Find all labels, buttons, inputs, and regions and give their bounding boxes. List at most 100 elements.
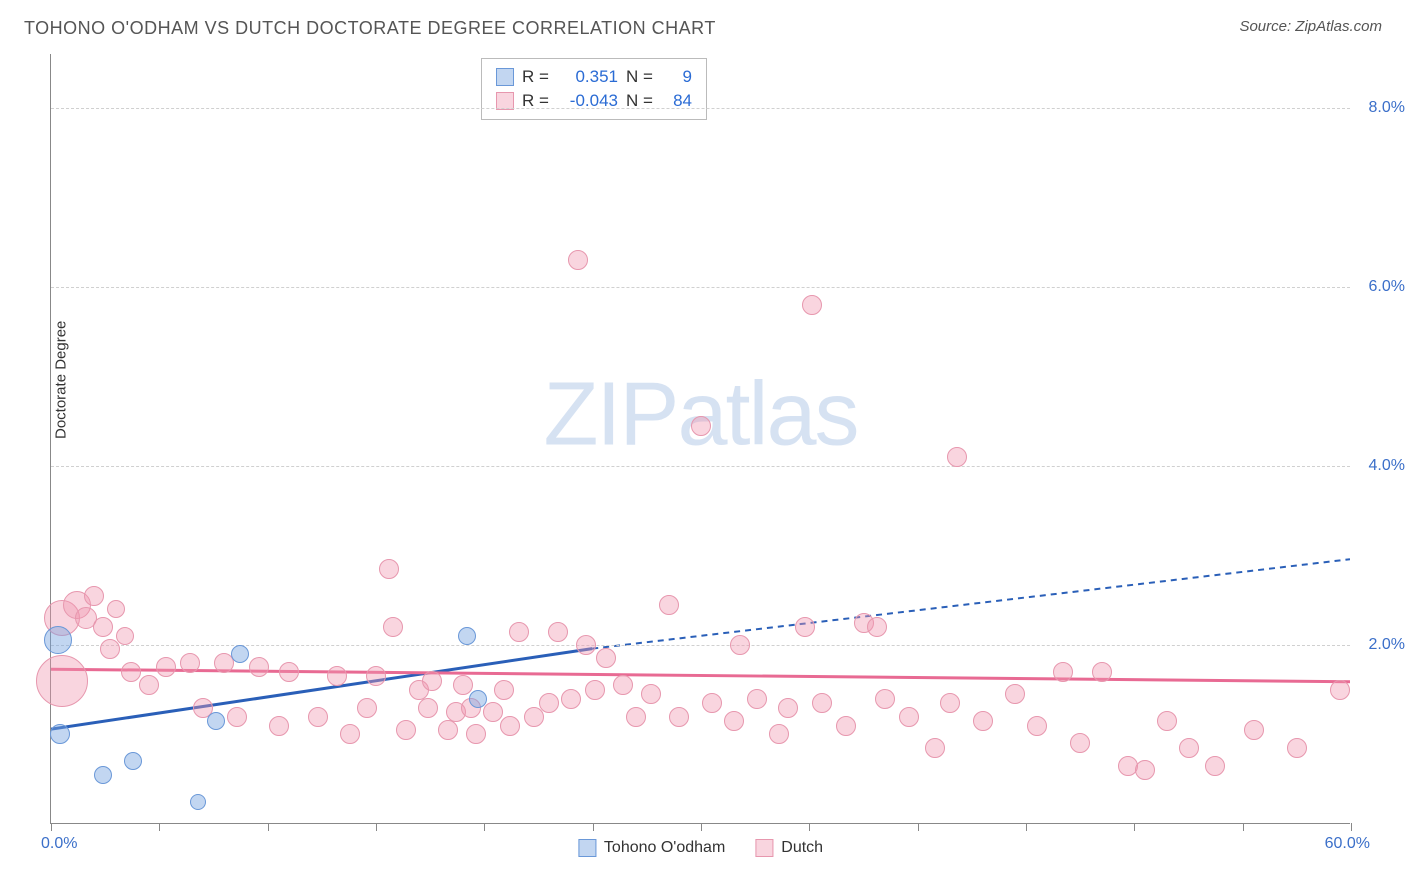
data-point [802, 295, 822, 315]
data-point [156, 657, 176, 677]
x-tick [809, 823, 810, 831]
y-tick-label: 4.0% [1369, 457, 1405, 475]
data-point [100, 639, 120, 659]
legend-swatch [755, 839, 773, 857]
legend-row: R =-0.043N =84 [496, 89, 692, 113]
data-point [180, 653, 200, 673]
data-point [812, 693, 832, 713]
legend-n-value: 9 [662, 67, 692, 87]
x-tick [701, 823, 702, 831]
watermark-atlas: atlas [677, 365, 857, 465]
data-point [458, 627, 476, 645]
x-tick [1243, 823, 1244, 831]
data-point [1135, 760, 1155, 780]
data-point [94, 766, 112, 784]
data-point [899, 707, 919, 727]
x-tick [1351, 823, 1352, 831]
gridline [51, 466, 1350, 467]
data-point [1179, 738, 1199, 758]
data-point [227, 707, 247, 727]
source-attribution: Source: ZipAtlas.com [1239, 18, 1382, 35]
data-point [44, 626, 72, 654]
data-point [1157, 711, 1177, 731]
data-point [659, 595, 679, 615]
data-point [973, 711, 993, 731]
data-point [641, 684, 661, 704]
legend-label: Tohono O'odham [604, 839, 725, 857]
data-point [190, 794, 206, 810]
x-axis-min-label: 0.0% [41, 835, 77, 853]
data-point [1205, 756, 1225, 776]
data-point [1287, 738, 1307, 758]
data-point [494, 680, 514, 700]
y-tick-label: 6.0% [1369, 278, 1405, 296]
legend-swatch [496, 68, 514, 86]
data-point [875, 689, 895, 709]
data-point [357, 698, 377, 718]
data-point [231, 645, 249, 663]
legend-item: Tohono O'odham [578, 839, 725, 857]
data-point [383, 617, 403, 637]
data-point [366, 666, 386, 686]
data-point [483, 702, 503, 722]
data-point [596, 648, 616, 668]
legend-item: Dutch [755, 839, 823, 857]
data-point [509, 622, 529, 642]
data-point [50, 724, 70, 744]
data-point [940, 693, 960, 713]
data-point [1092, 662, 1112, 682]
x-tick [376, 823, 377, 831]
data-point [769, 724, 789, 744]
data-point [585, 680, 605, 700]
data-point [36, 655, 88, 707]
data-point [691, 416, 711, 436]
trend-line-extrapolated [592, 559, 1350, 648]
data-point [730, 635, 750, 655]
x-tick [593, 823, 594, 831]
data-point [1330, 680, 1350, 700]
gridline [51, 287, 1350, 288]
data-point [613, 675, 633, 695]
data-point [327, 666, 347, 686]
data-point [867, 617, 887, 637]
data-point [84, 586, 104, 606]
gridline [51, 645, 1350, 646]
data-point [539, 693, 559, 713]
data-point [1005, 684, 1025, 704]
data-point [747, 689, 767, 709]
data-point [207, 712, 225, 730]
data-point [279, 662, 299, 682]
series-legend: Tohono O'odham Dutch [578, 839, 823, 857]
trend-lines [51, 54, 1350, 823]
data-point [1244, 720, 1264, 740]
x-tick [1026, 823, 1027, 831]
data-point [121, 662, 141, 682]
y-tick-label: 8.0% [1369, 99, 1405, 117]
gridline [51, 108, 1350, 109]
watermark-zip: ZIP [543, 365, 677, 465]
data-point [269, 716, 289, 736]
y-tick-label: 2.0% [1369, 636, 1405, 654]
y-axis-label: Doctorate Degree [53, 320, 70, 438]
legend-r-label: R = [522, 67, 550, 87]
data-point [626, 707, 646, 727]
data-point [107, 600, 125, 618]
legend-r-value: 0.351 [558, 67, 618, 87]
data-point [724, 711, 744, 731]
data-point [548, 622, 568, 642]
data-point [93, 617, 113, 637]
data-point [469, 690, 487, 708]
data-point [702, 693, 722, 713]
data-point [669, 707, 689, 727]
data-point [947, 447, 967, 467]
data-point [308, 707, 328, 727]
data-point [1070, 733, 1090, 753]
data-point [249, 657, 269, 677]
data-point [500, 716, 520, 736]
data-point [379, 559, 399, 579]
data-point [925, 738, 945, 758]
data-point [568, 250, 588, 270]
correlation-legend: R =0.351N =9R =-0.043N =84 [481, 58, 707, 120]
legend-row: R =0.351N =9 [496, 65, 692, 89]
x-tick [51, 823, 52, 831]
